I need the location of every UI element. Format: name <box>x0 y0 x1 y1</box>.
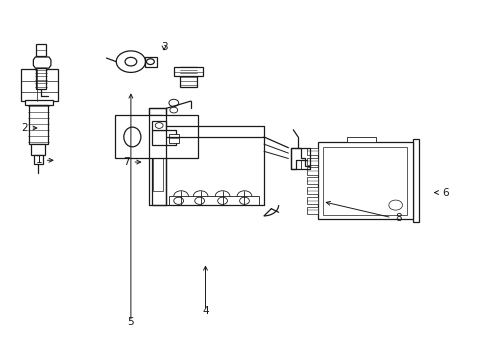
Bar <box>25 100 53 105</box>
Text: 8: 8 <box>395 213 402 222</box>
Bar <box>412 139 418 222</box>
Circle shape <box>116 51 145 72</box>
Circle shape <box>125 57 137 66</box>
Bar <box>34 155 42 164</box>
Bar <box>306 167 317 175</box>
Circle shape <box>217 197 227 204</box>
Polygon shape <box>290 148 310 169</box>
Ellipse shape <box>123 127 141 147</box>
Bar <box>306 207 317 214</box>
Circle shape <box>194 197 204 204</box>
Bar <box>317 142 412 220</box>
Circle shape <box>215 191 229 202</box>
Circle shape <box>168 99 178 107</box>
Bar <box>306 158 317 165</box>
Text: 1: 1 <box>36 155 42 165</box>
Circle shape <box>155 123 163 129</box>
Circle shape <box>193 191 207 202</box>
Circle shape <box>169 107 177 113</box>
Bar <box>29 105 47 144</box>
Polygon shape <box>149 108 166 205</box>
Circle shape <box>237 191 251 202</box>
Bar <box>153 121 162 191</box>
Bar <box>144 57 157 67</box>
Text: 2: 2 <box>21 123 28 133</box>
Circle shape <box>173 191 188 202</box>
Bar <box>306 148 317 155</box>
Bar <box>323 147 406 215</box>
Polygon shape <box>33 57 51 68</box>
Bar <box>168 134 178 143</box>
Circle shape <box>239 197 249 204</box>
Text: 4: 4 <box>202 306 208 316</box>
Bar <box>36 68 46 89</box>
Text: 5: 5 <box>127 317 134 327</box>
Bar <box>36 44 46 56</box>
Bar <box>168 196 259 205</box>
Bar <box>346 137 375 142</box>
Bar <box>306 187 317 194</box>
Bar <box>152 130 176 145</box>
Text: 3: 3 <box>161 42 167 52</box>
Circle shape <box>173 197 183 204</box>
Circle shape <box>388 200 402 210</box>
Text: 6: 6 <box>441 188 447 198</box>
Bar <box>179 67 197 87</box>
Bar <box>306 197 317 204</box>
Bar <box>31 144 45 155</box>
Circle shape <box>146 59 154 64</box>
Bar <box>173 67 203 76</box>
Bar <box>21 69 58 101</box>
Bar <box>152 121 166 130</box>
Text: 7: 7 <box>123 157 130 167</box>
Bar <box>115 116 198 158</box>
Bar <box>306 177 317 184</box>
